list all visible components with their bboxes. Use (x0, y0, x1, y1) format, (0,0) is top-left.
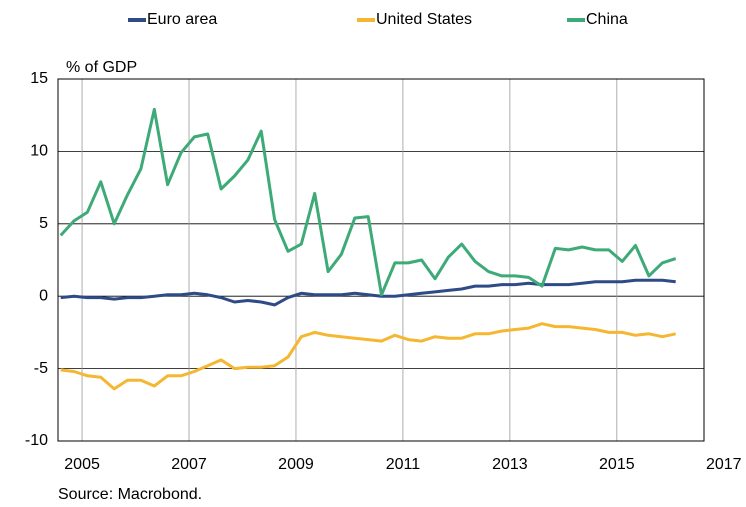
legend-label: United States (376, 11, 472, 28)
y-tick-label: 5 (39, 215, 48, 232)
x-tick-label: 2013 (492, 456, 528, 473)
y-axis-label: % of GDP (66, 59, 137, 76)
plot-frame (57, 78, 705, 442)
y-tick-label: -5 (34, 360, 48, 377)
x-tick-label: 2009 (278, 456, 314, 473)
x-tick-label: 2011 (386, 456, 421, 473)
y-tick-label: 0 (39, 287, 48, 304)
y-tick-label: 10 (30, 143, 48, 160)
legend-label: Euro area (147, 11, 217, 28)
x-tick-label: 2017 (706, 456, 742, 473)
y-tick-label: 15 (30, 70, 48, 87)
legend-label: China (586, 11, 628, 28)
series-line (60, 322, 677, 391)
x-tick-label: 2007 (171, 456, 207, 473)
x-tick-label: 2005 (64, 456, 100, 473)
x-tick-label: 2015 (599, 456, 635, 473)
series-line (60, 278, 676, 307)
y-tick-label: -10 (25, 432, 48, 449)
series-line (59, 107, 677, 297)
source-note: Source: Macrobond. (58, 486, 202, 503)
